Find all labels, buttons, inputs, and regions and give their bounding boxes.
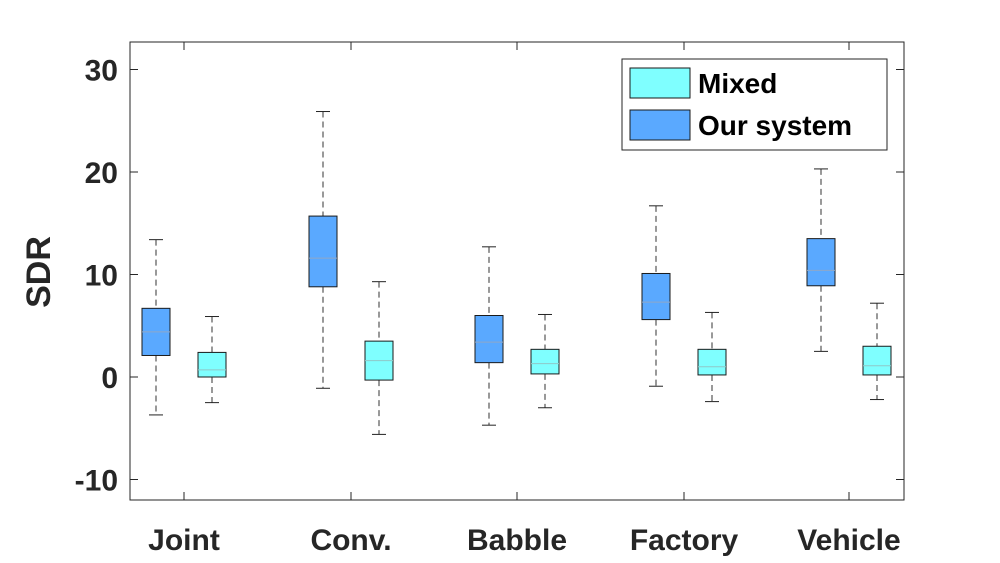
box-mixed-joint xyxy=(197,316,227,404)
box-iqr xyxy=(641,272,671,321)
box-iqr xyxy=(197,351,227,378)
legend: Mixed Our system xyxy=(621,58,888,151)
box-mixed-babble xyxy=(530,313,560,409)
y-tick-label: 10 xyxy=(85,260,118,293)
y-tick-label: -10 xyxy=(75,465,118,498)
boxes-layer xyxy=(141,111,892,435)
y-tick-label: 20 xyxy=(85,157,118,190)
box-our-system-joint xyxy=(141,239,171,416)
legend-swatch xyxy=(629,109,691,141)
y-tick-label: 30 xyxy=(85,55,118,88)
legend-label: Our system xyxy=(698,110,852,141)
box-mixed-vehicle xyxy=(862,302,892,401)
box-our-system-vehicle xyxy=(806,168,836,352)
box-mixed-factory xyxy=(697,311,727,403)
x-tick-label: Factory xyxy=(630,524,739,557)
x-tick-label: Conv. xyxy=(310,524,391,557)
box-our-system-factory xyxy=(641,205,671,387)
box-our-system-conv xyxy=(308,111,338,389)
legend-swatch xyxy=(629,67,691,99)
box-mixed-conv xyxy=(364,281,394,435)
box-iqr xyxy=(806,238,836,287)
legend-label: Mixed xyxy=(698,68,777,99)
x-tick-label: Babble xyxy=(467,524,567,557)
box-iqr xyxy=(308,215,338,288)
y-axis-label: SDR xyxy=(20,236,58,308)
box-iqr xyxy=(697,348,727,376)
x-tick-label: Joint xyxy=(148,524,220,557)
box-iqr xyxy=(530,348,560,375)
ticks-layer: -10 0 10 20 30 Joint Conv. Babble Factory Vehicle xyxy=(75,42,904,557)
box-iqr xyxy=(474,315,504,364)
box-iqr xyxy=(862,345,892,376)
x-tick-label: Vehicle xyxy=(797,524,900,557)
y-tick-label: 0 xyxy=(101,362,118,395)
box-our-system-babble xyxy=(474,246,504,426)
